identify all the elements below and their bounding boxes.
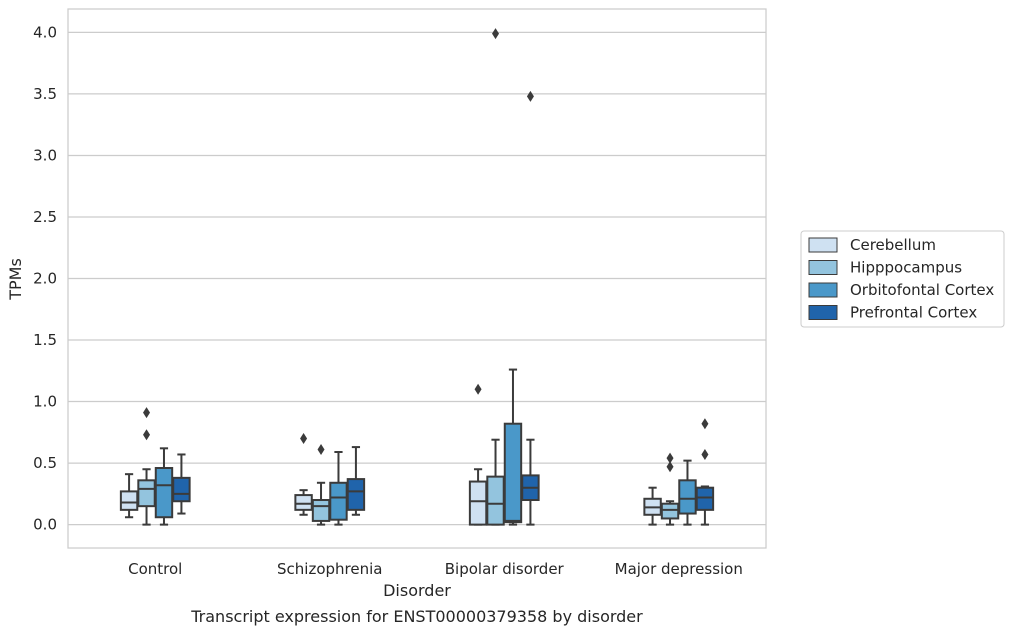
y-tick-label: 2.0	[33, 270, 57, 288]
y-axis-label: TPMs	[6, 258, 25, 301]
box-prefrontal-cortex	[346, 446, 366, 516]
box-prefrontal-cortex	[521, 90, 540, 526]
boxes	[119, 28, 715, 526]
legend-label: Cerebellum	[850, 236, 936, 254]
outlier-point	[300, 432, 308, 444]
box-iqr	[346, 478, 366, 511]
y-tick-label: 1.5	[33, 331, 57, 349]
y-tick-label: 4.0	[33, 23, 57, 41]
y-tick-label: 2.5	[33, 208, 57, 226]
y-tick-label: 3.0	[33, 146, 57, 164]
y-tick-label: 0.0	[33, 516, 57, 534]
box-hipppocampus	[311, 444, 331, 526]
box-hipppocampus	[486, 28, 505, 526]
legend-swatch	[808, 305, 838, 320]
y-tick-labels: 0.0 0.5 1.0 1.5 2.0 2.5 3.0 3.5 4.0	[33, 23, 57, 533]
plot-frame	[67, 8, 767, 549]
box-iqr	[137, 479, 156, 508]
outlier-point	[701, 448, 709, 460]
x-tick-label: Major depression	[615, 560, 743, 578]
legend: Cerebellum Hipppocampus Orbitofontal Corte…	[800, 230, 1005, 328]
outlier-point	[666, 461, 674, 473]
chart-caption: Transcript expression for ENST0000037935…	[190, 607, 643, 626]
box-orbitofontal-cortex	[154, 447, 174, 526]
outlier-point	[143, 407, 151, 419]
outlier-point	[317, 444, 325, 456]
box-cerebellum	[643, 486, 662, 526]
x-tick-labels: Control Schizophrenia Bipolar disorder Majo…	[128, 560, 743, 578]
outlier-point	[474, 383, 482, 395]
legend-label: Prefrontal Cortex	[850, 304, 977, 322]
outlier-point	[701, 418, 709, 430]
box-orbitofontal-cortex	[678, 459, 697, 526]
box-orbitofontal-cortex	[503, 368, 523, 526]
outlier-point	[143, 429, 151, 441]
legend-frame	[800, 230, 1005, 328]
x-tick-label: Control	[128, 560, 182, 578]
box-iqr	[695, 486, 715, 511]
outlier-point	[492, 28, 500, 40]
box-cerebellum	[294, 432, 313, 516]
box-iqr	[294, 494, 313, 511]
legend-swatch	[808, 260, 838, 275]
grid	[68, 31, 766, 526]
box-orbitofontal-cortex	[329, 451, 348, 526]
box-prefrontal-cortex	[695, 418, 715, 526]
box-iqr	[486, 475, 505, 526]
legend-label: Orbitofontal Cortex	[850, 281, 994, 299]
legend-swatch	[808, 282, 838, 298]
legend-label: Hipppocampus	[850, 259, 962, 277]
box-iqr	[660, 502, 680, 520]
x-axis-label: Disorder	[383, 581, 451, 600]
box-iqr	[311, 499, 331, 522]
box-iqr	[468, 480, 488, 526]
box-iqr	[503, 422, 523, 524]
box-cerebellum	[468, 383, 488, 526]
y-tick-label: 0.5	[33, 454, 57, 472]
y-tick-label: 1.0	[33, 393, 57, 411]
outlier-point	[526, 90, 534, 102]
x-tick-label: Schizophrenia	[277, 560, 382, 578]
box-hipppocampus	[137, 407, 156, 526]
box-hipppocampus	[660, 452, 680, 526]
outlier-point	[666, 452, 674, 464]
x-tick-label: Bipolar disorder	[445, 560, 565, 578]
box-iqr	[172, 476, 191, 503]
box-iqr	[154, 467, 174, 519]
legend-swatch	[808, 237, 838, 253]
box-cerebellum	[119, 473, 139, 519]
box-prefrontal-cortex	[172, 453, 191, 515]
y-tick-label: 3.5	[33, 85, 57, 103]
box-iqr	[119, 490, 139, 511]
box-iqr	[678, 479, 697, 515]
box-iqr	[329, 481, 348, 521]
